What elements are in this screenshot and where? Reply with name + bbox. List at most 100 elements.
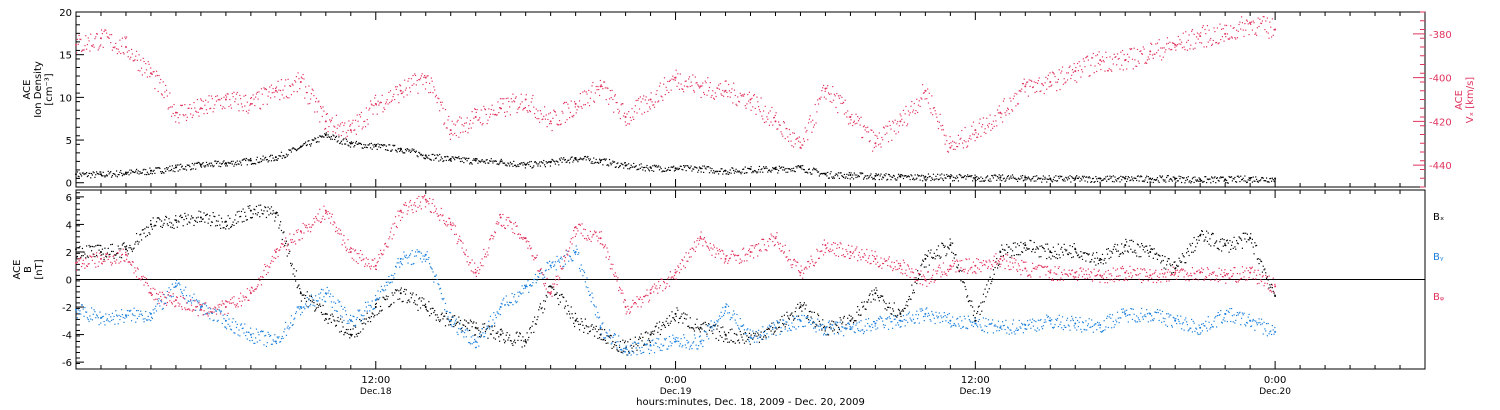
data-dot [275, 87, 277, 90]
data-dot [593, 157, 595, 159]
data-dot [801, 310, 803, 312]
data-dot [956, 175, 958, 177]
data-dot [207, 307, 209, 309]
data-dot [1178, 43, 1180, 45]
data-dot [767, 328, 769, 330]
data-dot [388, 91, 390, 93]
data-dot [969, 175, 971, 177]
data-dot [1085, 176, 1087, 178]
data-dot [216, 161, 218, 163]
data-dot [193, 293, 195, 295]
data-dot [225, 165, 227, 167]
data-dot [381, 94, 383, 96]
data-dot [580, 106, 582, 108]
data-dot [391, 149, 393, 151]
data-dot [448, 115, 450, 118]
data-dot [460, 158, 462, 160]
data-dot [442, 160, 444, 163]
data-dot [408, 77, 410, 80]
data-dot [1026, 81, 1028, 83]
data-dot [1186, 177, 1188, 179]
data-dot [689, 317, 691, 319]
data-dot [195, 110, 197, 112]
data-dot [727, 341, 729, 343]
data-dot [842, 175, 844, 178]
data-dot [1260, 260, 1262, 262]
y-tick-label: 15 [59, 51, 72, 62]
data-dot [219, 224, 221, 226]
data-dot [596, 330, 598, 333]
data-dot [1021, 177, 1023, 179]
data-dot [680, 83, 682, 85]
data-point [174, 111, 177, 114]
data-dot [430, 159, 432, 161]
data-dot [568, 310, 570, 312]
data-dot [693, 168, 695, 170]
data-dot [388, 306, 390, 308]
data-dot [222, 314, 224, 316]
data-dot [896, 179, 898, 181]
data-dot [257, 212, 259, 214]
data-dot [736, 171, 738, 173]
data-point [1224, 178, 1227, 181]
data-dot [131, 250, 133, 252]
data-dot [555, 160, 557, 162]
data-dot [777, 326, 780, 329]
data-dot [772, 333, 775, 335]
data-dot [223, 318, 225, 320]
data-dot [439, 320, 441, 323]
data-dot [615, 166, 617, 168]
data-dot [349, 146, 352, 148]
data-dot [831, 320, 833, 322]
data-dot [907, 123, 909, 125]
data-dot [1036, 175, 1038, 177]
data-dot [686, 165, 688, 167]
data-dot [1156, 42, 1159, 44]
data-dot [195, 220, 197, 223]
data-dot [731, 167, 733, 169]
data-dot [640, 163, 642, 165]
data-dot [708, 329, 711, 331]
data-dot [153, 312, 155, 314]
data-dot [165, 89, 168, 91]
data-dot [652, 165, 654, 167]
data-dot [309, 98, 312, 100]
data-dot [702, 165, 704, 167]
data-dot [665, 170, 667, 172]
data-dot [548, 161, 550, 163]
data-dot [633, 118, 635, 121]
data-dot [986, 175, 989, 177]
data-dot [925, 180, 927, 182]
data-dot [1169, 263, 1171, 265]
data-dot [449, 160, 452, 162]
data-dot [324, 319, 326, 321]
data-dot [86, 175, 89, 178]
data-dot [1055, 81, 1057, 83]
data-dot [1015, 178, 1017, 180]
data-dot [130, 56, 132, 58]
data-dot [774, 166, 776, 169]
data-dot [813, 311, 815, 314]
data-dot [1164, 51, 1166, 53]
data-dot [538, 118, 540, 120]
data-dot [1199, 180, 1201, 183]
data-dot [898, 309, 900, 311]
data-dot [896, 316, 898, 318]
data-dot [791, 145, 793, 147]
data-dot [182, 225, 184, 227]
data-dot [1120, 175, 1122, 177]
data-dot [181, 292, 183, 295]
data-dot [83, 173, 85, 176]
data-point [674, 167, 677, 170]
data-dot [996, 179, 998, 181]
data-dot [465, 122, 467, 124]
data-dot [586, 93, 588, 95]
data-dot [719, 83, 721, 85]
data-dot [594, 92, 596, 94]
data-dot [85, 245, 88, 247]
data-dot [1265, 31, 1268, 33]
data-dot [317, 306, 319, 308]
data-point [524, 163, 527, 166]
data-dot [1240, 238, 1242, 240]
